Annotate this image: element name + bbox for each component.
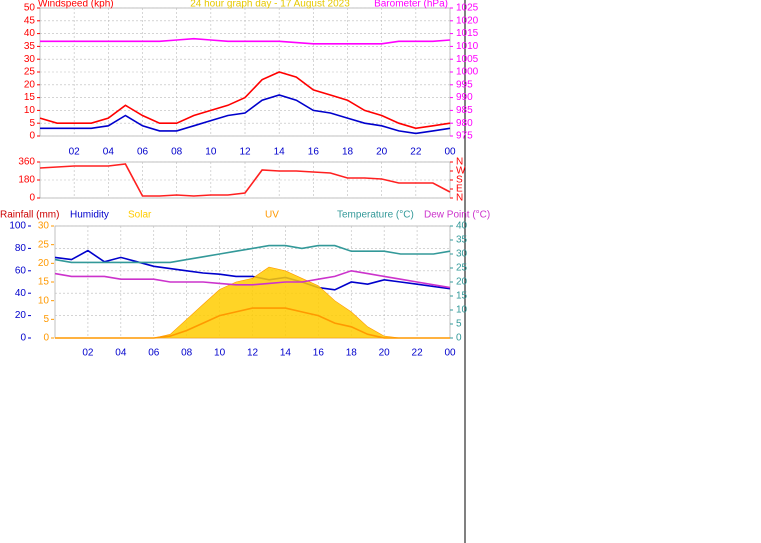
line [54,249,451,291]
y-axis-label: Windspeed (kph) [38,0,114,10]
x-tick-label: 00 [444,147,456,158]
x-tick-label: 02 [69,147,81,158]
y3-tick-label: 10 [38,295,50,306]
y2-tick-label: 985 [456,105,473,116]
y-tick-label: 30 [24,54,36,65]
legend-label: Dew Point (°C) [424,210,490,221]
x-tick-label: 04 [115,348,127,359]
x-tick-label: 18 [346,348,358,359]
x-tick-label: 12 [239,147,251,158]
y-tick-label: 40 [24,28,36,39]
y-tick-label: 40 [15,288,27,299]
y2-tick-label: 10 [456,305,468,316]
y3-tick-label: 20 [38,258,50,269]
x-tick-label: 12 [247,348,259,359]
x-tick-label: 06 [148,348,160,359]
x-tick-label: 20 [376,147,388,158]
legend-label: Solar [128,210,152,221]
y2-tick-label: 0 [456,333,462,344]
y2-tick-label: 15 [456,291,468,302]
line [54,244,451,264]
rainfall-label: Rainfall (mm) [0,210,59,221]
y2-tick-label: 1020 [456,15,479,26]
x-tick-label: 22 [410,147,422,158]
y-tick-label: 15 [24,92,36,103]
y-tick-label: 45 [24,15,36,26]
y2-tick-label: 20 [456,277,468,288]
y2-tick-label: 1025 [456,3,479,14]
y3-tick-label: 0 [43,333,49,344]
y-tick-label: 50 [24,3,36,14]
x-tick-label: 14 [280,348,292,359]
y-tick-label: 180 [18,175,35,186]
y3-tick-label: 15 [38,277,50,288]
x-tick-label: 02 [82,348,94,359]
y2-tick-label: N [456,193,463,204]
line [39,163,451,197]
x-tick-label: 22 [412,348,424,359]
y2-tick-label: 1010 [456,41,479,52]
x-tick-label: 10 [205,147,217,158]
x-tick-label: 04 [103,147,115,158]
y2-tick-label: 1005 [456,54,479,65]
chart-title: 24 hour graph day - 17 August 2023 [190,0,350,10]
line [55,307,450,339]
y2-tick-label: N [456,157,463,168]
y-tick-label: 100 [9,221,26,232]
y2-tick-label: 1000 [456,67,479,78]
legend-label: Humidity [70,210,109,221]
y2-axis-label: Barometer (hPa) [374,0,448,10]
y2-tick-label: W [456,166,466,177]
y-tick-label: 0 [29,193,35,204]
y-tick-label: 20 [15,310,27,321]
line [54,269,451,289]
y-tick-label: 10 [24,105,36,116]
y2-tick-label: 1015 [456,28,479,39]
y2-tick-label: 5 [456,319,462,330]
y2-tick-label: 35 [456,235,468,246]
line [40,94,451,135]
x-tick-label: 14 [274,147,286,158]
legend-label: Temperature (°C) [337,210,414,221]
y-tick-label: 360 [18,157,35,168]
x-tick-label: 06 [137,147,149,158]
y2-tick-label: 30 [456,249,468,260]
legend-label: UV [265,210,279,221]
x-tick-label: 08 [171,147,183,158]
y-tick-label: 60 [15,265,27,276]
x-tick-label: 16 [313,348,325,359]
y2-tick-label: S [456,175,463,186]
x-tick-label: 08 [181,348,193,359]
y2-tick-label: E [456,184,463,195]
y-tick-label: 0 [29,131,35,142]
y-tick-label: 35 [24,41,36,52]
x-tick-label: 10 [214,348,226,359]
y2-tick-label: 975 [456,131,473,142]
x-tick-label: 16 [308,147,320,158]
y-tick-label: 80 [15,243,27,254]
y2-tick-label: 25 [456,263,468,274]
x-tick-label: 20 [379,348,391,359]
y-tick-label: 25 [24,67,36,78]
y2-tick-label: 980 [456,118,473,129]
line [40,37,451,45]
y2-tick-label: 990 [456,92,473,103]
y-tick-label: 0 [20,333,26,344]
x-tick-label: 00 [444,348,456,359]
y2-tick-label: 40 [456,221,468,232]
y3-tick-label: 25 [38,239,50,250]
line [39,71,451,130]
y-tick-label: 5 [29,118,35,129]
y-tick-label: 20 [24,79,36,90]
y2-tick-label: 995 [456,79,473,90]
y3-tick-label: 30 [38,221,50,232]
x-tick-label: 18 [342,147,354,158]
y3-tick-label: 5 [43,314,49,325]
